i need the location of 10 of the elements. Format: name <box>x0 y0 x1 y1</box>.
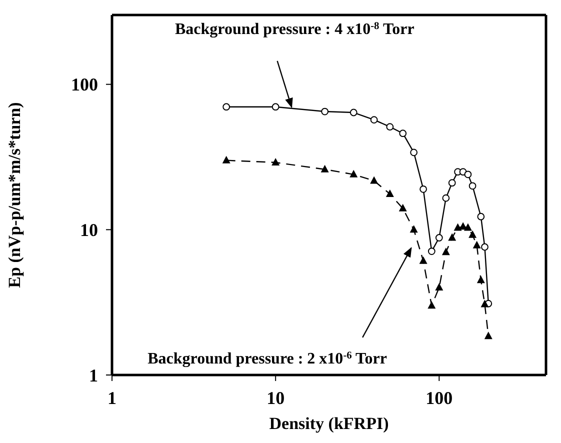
x-tick-label: 10 <box>266 388 285 408</box>
x-tick-label: 1 <box>108 388 116 408</box>
x-axis-title: Density (kFRPI) <box>269 414 389 433</box>
annotation: Background pressure : 4 x10$^{-8}$ Torr <box>175 20 414 38</box>
x-tick-label: 100 <box>426 388 453 408</box>
y-axis-title: Ep (nVp-p/um*m/s*turn) <box>5 102 24 288</box>
y-tick-label: 100 <box>71 74 98 95</box>
annotation: Background pressure : 2 x10$^{-6}$ Torr <box>148 350 387 368</box>
y-tick-label: 1 <box>89 365 98 386</box>
y-tick-label: 10 <box>80 220 98 240</box>
